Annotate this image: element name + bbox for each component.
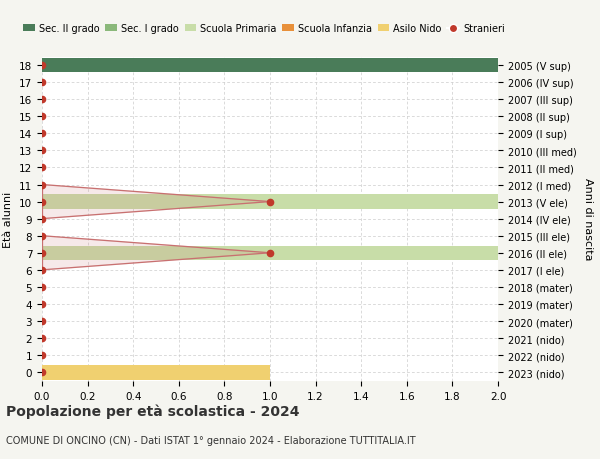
Y-axis label: Anni di nascita: Anni di nascita — [583, 178, 593, 260]
Y-axis label: Età alunni: Età alunni — [4, 191, 13, 247]
Bar — [42, 246, 498, 260]
Text: COMUNE DI ONCINO (CN) - Dati ISTAT 1° gennaio 2024 - Elaborazione TUTTITALIA.IT: COMUNE DI ONCINO (CN) - Dati ISTAT 1° ge… — [6, 435, 416, 445]
Bar — [42, 59, 498, 73]
Text: Popolazione per età scolastica - 2024: Popolazione per età scolastica - 2024 — [6, 404, 299, 419]
Bar — [42, 365, 270, 380]
Polygon shape — [42, 185, 270, 219]
Bar — [42, 195, 498, 209]
Legend: Sec. II grado, Sec. I grado, Scuola Primaria, Scuola Infanzia, Asilo Nido, Stran: Sec. II grado, Sec. I grado, Scuola Prim… — [20, 20, 509, 38]
Polygon shape — [42, 236, 270, 270]
